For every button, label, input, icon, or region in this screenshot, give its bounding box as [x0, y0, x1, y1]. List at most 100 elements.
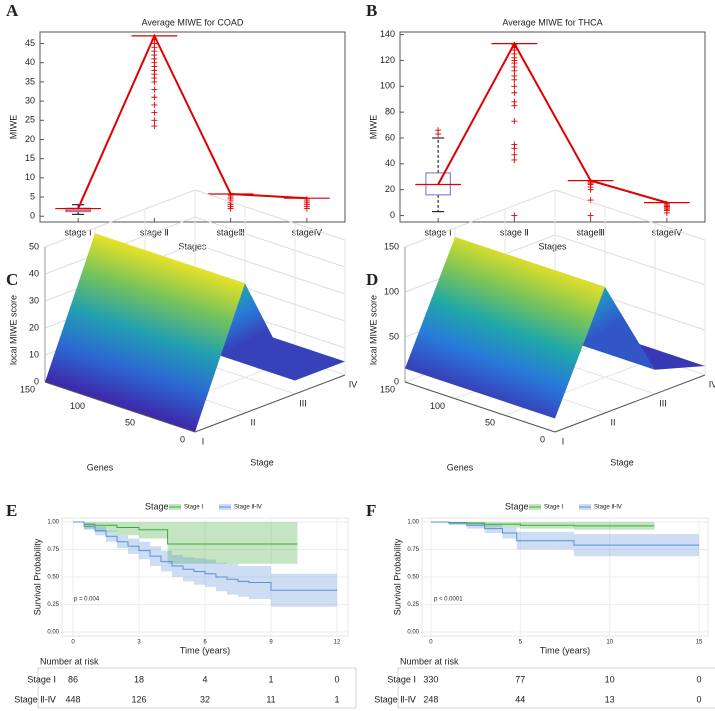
legend-title: Stage: [505, 501, 529, 511]
table-frame: [397, 667, 715, 709]
at-risk-count: 448: [65, 694, 80, 704]
y-tick-label: 140: [380, 29, 395, 39]
panel-label: C: [6, 270, 18, 289]
y-axis-label: MIWE: [8, 115, 18, 140]
outlier: [151, 94, 158, 101]
at-risk-count: 330: [423, 674, 438, 684]
y-tick-label: 0.25: [47, 602, 59, 608]
stage-tick-label: II: [250, 417, 255, 427]
y-tick-label: 15: [25, 153, 35, 163]
at-risk-count: 126: [131, 694, 146, 704]
y-tick-label: 40: [25, 57, 35, 67]
outlier: [511, 156, 518, 163]
x-tick-label: stage Ⅰ: [425, 227, 452, 237]
at-risk-count: 248: [423, 694, 438, 704]
y-tick-label: 0.50: [407, 575, 419, 581]
x-tick-label: stage Ⅱ: [500, 227, 529, 237]
y-tick-label: 25: [25, 115, 35, 125]
outlier: [511, 151, 518, 158]
x-tick-label: stage Ⅰ: [65, 227, 92, 237]
gene-tick-label: 50: [485, 418, 495, 428]
y-tick-label: 0.75: [407, 547, 419, 553]
x-tick-label: 12: [334, 640, 341, 646]
x-tick-label: 3: [137, 640, 141, 646]
x-tick-label: stageⅢ: [217, 227, 245, 237]
chart-title: Average MIWE for COAD: [142, 17, 244, 27]
mean-line: [77, 33, 307, 209]
y-tick-label: 20: [25, 134, 35, 144]
gene-axis-label: Genes: [87, 462, 114, 472]
table-frame: [37, 667, 357, 709]
panel-label: E: [6, 501, 17, 520]
mean-line: [437, 41, 668, 204]
table-row-label: Stage Ⅱ-Ⅳ: [374, 694, 416, 704]
x-tick-label: 9: [269, 640, 273, 646]
x-tick-label: 10: [606, 640, 613, 646]
legend-label: Stage Ⅱ-Ⅳ: [594, 505, 622, 511]
stage-axis: [194, 374, 346, 433]
x-axis-label: Time (years): [180, 645, 230, 655]
outlier: [587, 212, 594, 219]
y-tick-label: 20: [385, 184, 395, 194]
y-tick-label: 1.00: [407, 520, 419, 526]
y-axis-label: MIWE: [368, 115, 378, 140]
box: [425, 172, 451, 196]
y-tick-label: 0.25: [407, 602, 419, 608]
plot-frame: [399, 31, 706, 223]
y-tick-label: 40: [385, 158, 395, 168]
legend-label: Stage Ⅱ-Ⅳ: [234, 505, 262, 511]
gene-axis: [404, 381, 556, 433]
stage-axis-label: Stage: [250, 457, 274, 467]
at-risk-count: 1: [268, 674, 273, 684]
at-risk-count: 13: [605, 694, 615, 704]
confidence-band: [430, 522, 700, 557]
z-axis-label: local MIWE score: [368, 295, 378, 365]
y-tick-label: 0.50: [47, 575, 59, 581]
y-tick-label: 0.75: [47, 547, 59, 553]
outlier: [511, 83, 518, 90]
z-tick-label: 20: [29, 322, 39, 332]
outlier: [151, 86, 158, 93]
outlier: [151, 101, 158, 108]
plot-frame: [39, 31, 346, 223]
panel-label: F: [366, 501, 376, 520]
at-risk-count: 32: [200, 694, 210, 704]
gene-tick-label: 150: [380, 384, 395, 394]
x-tick-label: 15: [696, 640, 703, 646]
y-tick-label: 0.00: [407, 630, 419, 636]
p-value: p = 0.004: [74, 597, 100, 603]
confidence-band: [73, 522, 298, 564]
gene-tick-label: 150: [20, 384, 35, 394]
z-tick-label: 40: [29, 268, 39, 278]
stage-tick-label: II: [610, 417, 615, 427]
x-tick-label: 6: [203, 640, 207, 646]
gene-tick-label: 100: [430, 401, 445, 411]
y-tick-label: 0.00: [47, 630, 59, 636]
outlier: [435, 127, 442, 134]
z-tick-label: 0: [394, 376, 399, 386]
survival-curve: [430, 521, 700, 546]
y-tick-label: 5: [30, 191, 35, 201]
y-tick-label: 10: [25, 172, 35, 182]
z-tick-label: 100: [384, 286, 399, 296]
panel-label: A: [6, 1, 19, 20]
y-tick-label: 30: [25, 95, 35, 105]
at-risk-count: 18: [134, 674, 144, 684]
z-tick-label: 30: [29, 295, 39, 305]
at-risk-count: 1: [334, 694, 339, 704]
z-tick-label: 50: [29, 241, 39, 251]
at-risk-count: 0: [697, 694, 702, 704]
legend-label: Stage Ⅰ: [184, 505, 203, 511]
outlier: [151, 123, 158, 130]
at-risk-count: 0: [334, 674, 339, 684]
y-tick-label: 45: [25, 38, 35, 48]
x-tick-label: stageⅢ: [577, 227, 605, 237]
at-risk-count: 10: [605, 674, 615, 684]
x-tick-label: 0: [429, 640, 433, 646]
panel-label: D: [366, 270, 378, 289]
y-tick-label: 35: [25, 76, 35, 86]
y-tick-label: 120: [380, 55, 395, 65]
outlier: [511, 72, 518, 79]
table-row-label: Stage Ⅰ: [27, 674, 56, 684]
